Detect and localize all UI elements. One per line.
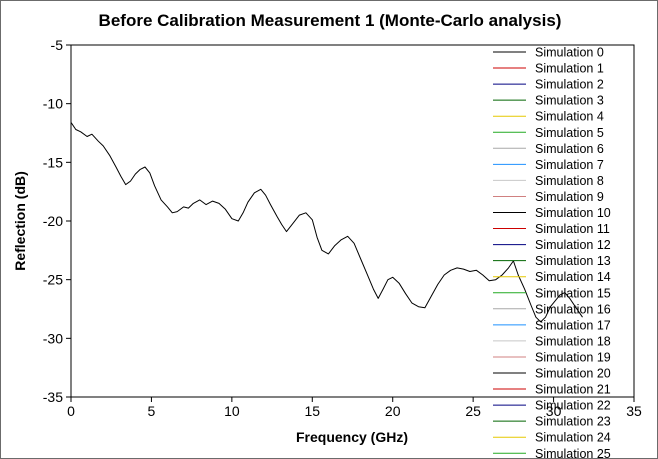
x-tick-label: 5 [148,403,156,419]
legend-label: Simulation 24 [535,431,611,445]
legend-label: Simulation 11 [535,222,610,236]
x-tick-label: 35 [626,403,642,419]
series-line-0 [70,122,583,323]
legend-label: Simulation 6 [535,142,604,156]
legend-label: Simulation 4 [535,110,604,124]
legend-label: Simulation 22 [535,399,611,413]
legend-label: Simulation 12 [535,238,611,252]
legend-label: Simulation 7 [535,158,604,172]
legend-label: Simulation 15 [535,286,611,300]
x-axis: 0 5 10 15 20 25 30 35 [67,397,642,419]
legend-label: Simulation 2 [535,78,604,92]
chart-title: Before Calibration Measurement 1 (Monte-… [99,11,562,30]
x-tick-label: 15 [304,403,320,419]
legend-label: Simulation 10 [535,206,611,220]
x-tick-label: 0 [67,403,75,419]
legend-label: Simulation 8 [535,174,604,188]
legend-label: Simulation 16 [535,302,611,316]
legend-label: Simulation 19 [535,350,611,364]
legend-label: Simulation 13 [535,254,611,268]
y-tick-label: -15 [43,154,63,170]
legend-label: Simulation 0 [535,46,604,60]
legend-label: Simulation 14 [535,270,611,284]
legend-label: Simulation 23 [535,415,611,429]
x-axis-label: Frequency (GHz) [296,429,408,445]
y-tick-label: -30 [43,330,63,346]
legend-label: Simulation 25 [535,447,611,459]
x-tick-label: 30 [546,403,562,419]
y-tick-label: -10 [43,96,63,112]
legend-label: Simulation 3 [535,94,604,108]
legend: Simulation 0 Simulation 1 Simulation 2 Simu… [493,46,611,459]
y-axis-label: Reflection (dB) [12,171,28,271]
y-tick-label: -20 [43,213,63,229]
legend-label: Simulation 1 [535,62,604,76]
legend-label: Simulation 5 [535,126,604,140]
y-axis: -5 -10 -15 -20 -25 -30 -35 [43,37,71,405]
legend-label: Simulation 17 [535,318,611,332]
legend-label: Simulation 20 [535,367,611,381]
x-tick-label: 25 [465,403,481,419]
legend-label: Simulation 18 [535,334,611,348]
y-tick-label: -35 [43,389,63,405]
legend-label: Simulation 21 [535,383,611,397]
x-tick-label: 10 [224,403,240,419]
x-tick-label: 20 [385,403,401,419]
y-tick-label: -25 [43,272,63,288]
legend-label: Simulation 9 [535,190,604,204]
y-tick-label: -5 [51,37,64,53]
series-lines [70,122,583,323]
